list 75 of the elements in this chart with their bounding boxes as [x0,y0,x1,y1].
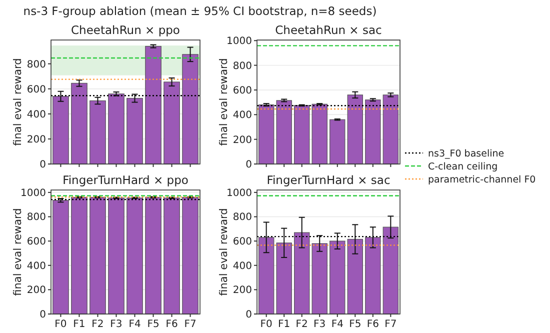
bar [294,105,310,164]
bar [330,119,346,164]
bar [258,104,274,164]
y-tick-label: 0 [246,310,252,320]
bar [365,100,381,164]
x-tick-label: F5 [349,319,362,330]
bar [145,46,162,164]
bar [71,82,88,164]
y-tick-label: 0 [246,160,252,170]
legend-label: ns3_F0 baseline [428,148,504,160]
bar [164,82,180,164]
x-tick-label: F1 [73,319,86,330]
y-tick-label: 400 [232,260,252,272]
y-tick-label: 400 [232,110,252,122]
legend-label: parametric-channel F0 [428,174,536,186]
y-tick-label: 200 [232,134,252,146]
y-tick-label: 600 [26,236,46,248]
y-tick-label: 0 [40,310,46,320]
chart-title: FingerTurnHard × sac [266,173,390,187]
bar [90,100,106,164]
y-tick-label: 200 [232,285,252,296]
bar [108,94,124,164]
bar [347,238,363,314]
y-tick-label: 200 [26,134,46,146]
x-tick-label: F6 [166,319,178,330]
y-tick-label: 400 [26,109,46,120]
y-tick-label: 800 [26,59,46,70]
y-tick-label: 600 [232,85,252,96]
y-tick-label: 1000 [20,188,46,199]
bar [312,104,328,164]
x-tick-label: F0 [260,319,272,330]
x-tick-label: F5 [147,319,160,330]
chart-title: FingerTurnHard × ppo [62,173,188,187]
x-tick-label: F2 [296,319,308,330]
y-tick-label: 1000 [226,188,252,199]
bar [276,100,292,164]
x-tick-label: F2 [92,319,104,330]
bar [347,94,363,164]
y-tick-label: 600 [232,236,252,248]
y-tick-label: 800 [232,212,252,224]
y-tick-label: 200 [26,285,46,296]
y-tick-label: 600 [26,84,46,96]
y-axis-title: final eval reward [218,208,230,296]
x-tick-label: F0 [54,319,67,330]
bar [182,54,198,164]
y-axis-title: final eval reward [12,208,24,296]
bar [294,232,310,314]
x-tick-label: F7 [184,319,196,330]
bar [276,242,292,314]
y-tick-label: 800 [26,212,46,224]
bar [365,237,381,314]
x-tick-label: F4 [128,319,141,330]
y-tick-label: 800 [232,60,252,72]
bar [382,226,399,314]
x-tick-label: F7 [384,319,397,330]
x-tick-label: F4 [331,319,344,330]
legend-label: C-clean ceiling [428,161,498,172]
y-tick-label: 400 [26,260,46,272]
x-tick-label: F6 [366,319,379,330]
x-tick-label: F3 [110,319,122,330]
y-axis-title: final eval reward [218,58,230,146]
bar [312,243,328,314]
x-tick-label: F3 [314,319,326,330]
chart-title: CheetahRun × ppo [71,23,180,37]
bar [258,237,274,314]
bar [330,240,346,314]
y-tick-label: 1000 [226,36,252,48]
bar [382,94,399,164]
bar [126,98,143,164]
x-tick-label: F1 [278,319,290,330]
bar [52,96,69,164]
y-tick-label: 0 [40,160,46,170]
y-axis-title: final eval reward [12,58,24,146]
chart-title: CheetahRun × sac [275,23,382,37]
text: ns-3 F-group ablation (mean ± 95% CI bootstrap, n=8 seeds) [23,4,377,18]
